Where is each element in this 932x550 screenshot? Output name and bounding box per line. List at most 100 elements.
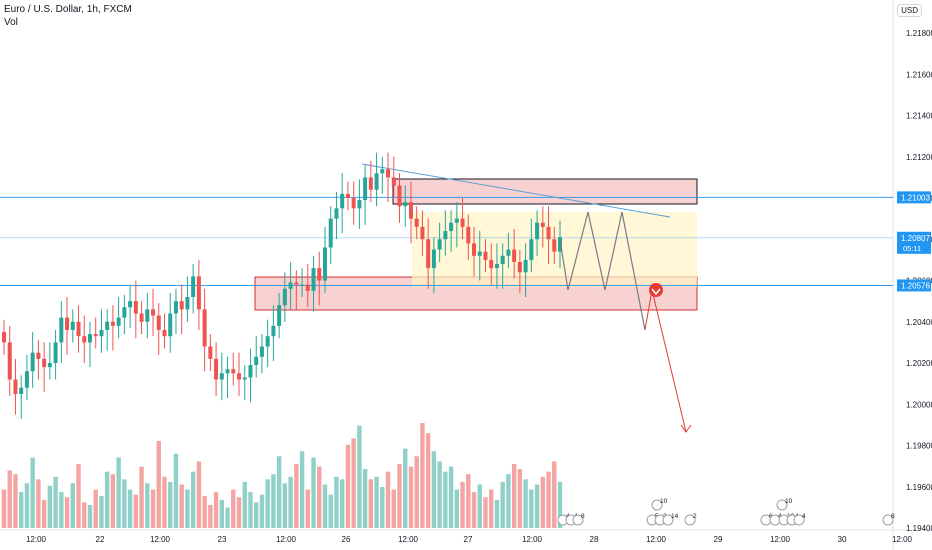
volume-bar	[93, 489, 98, 528]
volume-bar	[208, 504, 213, 528]
candle-body	[294, 282, 299, 285]
time-axis-label: 30	[838, 535, 847, 544]
candle-body	[334, 208, 339, 219]
candle-body	[437, 239, 442, 250]
time-axis-label: 22	[96, 535, 105, 544]
candle-body	[2, 332, 6, 343]
candle-body	[231, 369, 236, 374]
volume-bar	[219, 499, 225, 528]
price-label: 1.21003	[901, 193, 930, 202]
price-tick-label: 1.21400	[906, 112, 932, 121]
volume-bar	[196, 461, 202, 528]
candle-body	[47, 363, 52, 368]
time-axis-label: 12:00	[522, 535, 543, 544]
resistance-zone	[392, 178, 698, 205]
volume-bar	[523, 479, 528, 528]
volume-bar	[99, 495, 104, 528]
volume-bar	[18, 492, 24, 528]
event-marker-icon	[776, 499, 788, 511]
candle-body	[443, 231, 448, 240]
volume-bar	[494, 499, 500, 528]
price-tick-label: 1.19400	[906, 524, 932, 533]
event-marker-count: 4	[802, 513, 806, 520]
candle-body	[19, 387, 24, 394]
candle-body	[397, 185, 402, 207]
volume-bar	[517, 469, 523, 528]
candle-body	[13, 379, 18, 394]
trend-line	[361, 163, 671, 218]
candle-body	[483, 251, 488, 260]
projection-path	[559, 211, 646, 331]
candle-body	[558, 237, 562, 252]
volume-bar	[288, 476, 293, 528]
candle-body	[523, 259, 528, 273]
volume-bar	[477, 484, 482, 528]
volume-bar	[443, 471, 448, 528]
volume-bar	[168, 481, 173, 528]
volume-bar	[397, 463, 402, 528]
candle-body	[59, 317, 64, 343]
candle-body	[99, 330, 104, 337]
volume-bar	[328, 494, 333, 528]
candle-body	[282, 288, 287, 306]
volume-bar	[127, 489, 133, 528]
candle-body	[311, 268, 316, 291]
candle-body	[414, 218, 419, 227]
candle-body	[512, 249, 517, 262]
candle-body	[363, 177, 368, 201]
price-tick-label: 1.19800	[906, 442, 932, 451]
candle-body	[162, 330, 167, 337]
volume-bar	[540, 476, 546, 528]
candle-body	[105, 321, 110, 330]
candle-body	[237, 373, 242, 380]
event-marker-count: 8	[581, 513, 585, 520]
price-label-box	[897, 231, 931, 254]
countdown-label: 05:11	[903, 244, 921, 253]
volume-bar	[116, 457, 121, 528]
currency-badge[interactable]: USD	[897, 4, 922, 17]
volume-bar	[552, 461, 557, 528]
volume-bar	[322, 484, 328, 528]
candle-body	[449, 222, 454, 231]
time-axis-label: 27	[464, 535, 473, 544]
candle-body	[30, 352, 35, 372]
volume-bar	[185, 489, 190, 528]
candle-body	[374, 173, 379, 190]
candle-body	[517, 261, 522, 273]
volume-bar	[282, 483, 288, 528]
volume-bar	[59, 492, 64, 528]
candle-body	[380, 169, 385, 174]
volume-bar	[242, 481, 247, 528]
price-tick-label: 1.20400	[906, 318, 932, 327]
candle-body	[93, 334, 98, 337]
volume-bar	[506, 474, 511, 528]
time-axis-label: 28	[590, 535, 599, 544]
volume-bar	[190, 471, 196, 528]
event-marker-count: 2	[693, 513, 697, 520]
candle-body	[265, 336, 270, 347]
volume-bar	[156, 440, 161, 528]
candle-body	[403, 202, 408, 207]
price-tick-label: 1.20200	[906, 359, 932, 368]
volume-bar	[36, 479, 41, 528]
volume-bar	[225, 507, 230, 528]
volume-bar	[133, 494, 139, 528]
volume-bar	[500, 481, 505, 528]
volume-bar	[7, 470, 12, 528]
event-marker-icon	[684, 514, 696, 526]
volume-bar	[265, 479, 270, 528]
candle-body	[420, 226, 425, 240]
price-label: 1.20576	[901, 281, 930, 290]
candle-body	[173, 301, 178, 314]
volume-bar	[145, 483, 150, 528]
projection-arrowhead	[680, 424, 692, 433]
volume-bar	[299, 451, 305, 528]
event-marker-count: 8	[891, 513, 895, 520]
time-axis-label: 29	[714, 535, 723, 544]
candle-body	[454, 218, 459, 223]
candle-body	[219, 373, 224, 380]
volume-bar	[334, 476, 339, 528]
candle-body	[214, 358, 219, 380]
